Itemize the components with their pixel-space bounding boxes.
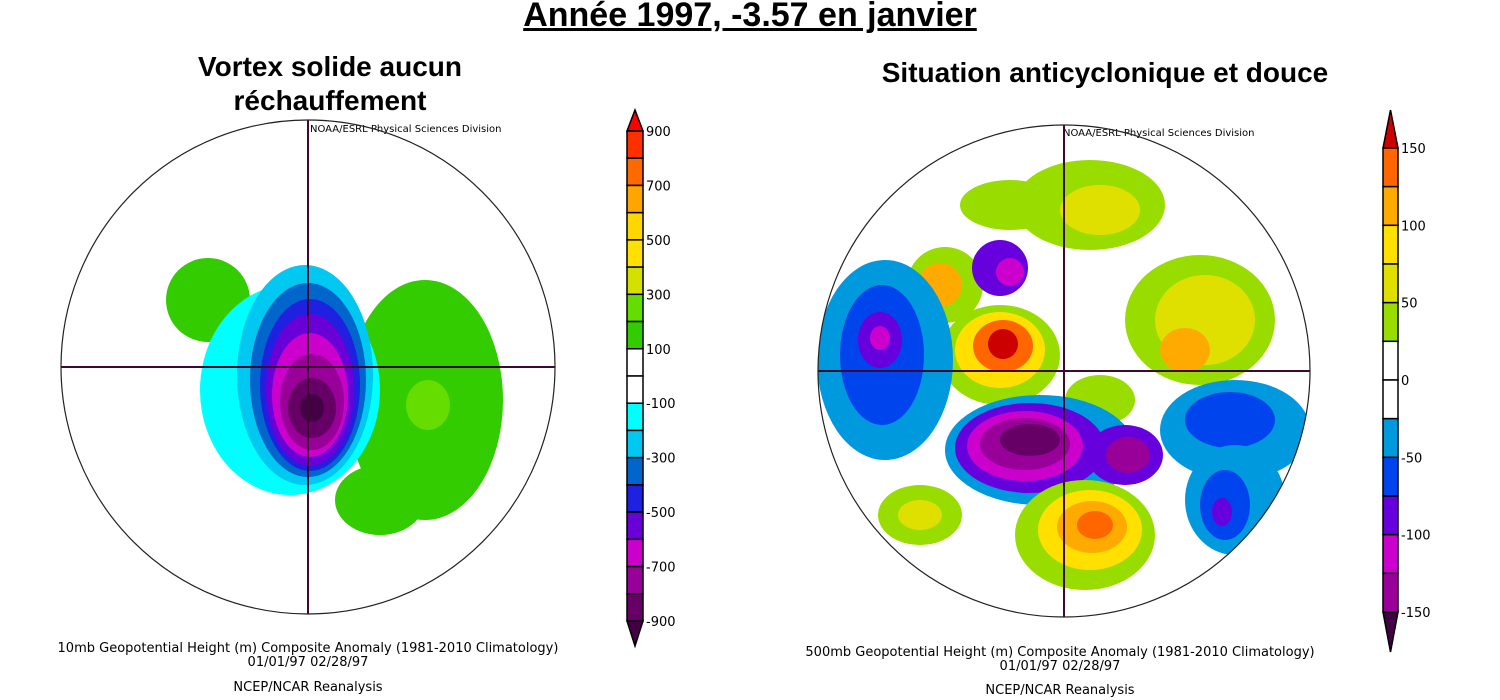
right-map-caption-3: NCEP/NCAR Reanalysis [985, 683, 1135, 698]
colorbar-segment [1382, 301, 1399, 343]
right-map-boundary [817, 124, 1311, 618]
anomaly-negative-region [300, 394, 324, 422]
anomaly-positive-region [1160, 328, 1210, 372]
anomaly-positive-region [898, 500, 942, 530]
left-map-boundary [60, 119, 556, 615]
colorbar-segment [626, 511, 644, 541]
colorbar-segment [626, 320, 644, 350]
right-map-heading: Situation anticyclonique et douce [881, 57, 1329, 88]
colorbar-tick-label: 150 [1401, 142, 1426, 157]
colorbar-tick-label: -500 [646, 506, 676, 521]
anomaly-negative-region [870, 326, 890, 350]
anomaly-negative-region [1000, 424, 1060, 456]
right-map-credit: NOAA/ESRL Physical Sciences Division [1063, 128, 1255, 139]
colorbar-segment [1382, 340, 1399, 381]
colorbar-segment [626, 375, 644, 404]
page-title: Année 1997, -3.57 en janvier [523, 0, 977, 34]
colorbar-segment [1382, 379, 1399, 420]
anomaly-negative-region [996, 258, 1024, 286]
anomaly-positive-region [1077, 511, 1113, 539]
colorbar-tick-label: -100 [646, 397, 676, 412]
colorbar-tick-label: 50 [1401, 297, 1418, 312]
colorbar-segment [626, 593, 644, 622]
right-polar-map [818, 125, 1310, 617]
colorbar-segment [1382, 417, 1399, 459]
colorbar-segment [626, 484, 644, 513]
colorbar-segment [1382, 147, 1399, 188]
colorbar-tick-label: -700 [646, 561, 676, 576]
left-colorbar: 900 700 500 300 100 -100 -300 -500 -700 -900 [625, 107, 676, 649]
colorbar-tick-label: 900 [646, 125, 671, 140]
colorbar-tick-label: 100 [646, 343, 671, 358]
anomaly-negative-region [1212, 498, 1232, 526]
colorbar-segment [626, 239, 644, 268]
colorbar-tick-label: 300 [646, 288, 671, 303]
colorbar-segment [626, 130, 644, 159]
colorbar-segment [626, 211, 644, 241]
anomaly-negative-region [1185, 392, 1275, 448]
colorbar-segment [626, 429, 644, 459]
colorbar-segment [1382, 533, 1399, 575]
colorbar-tick-label: -150 [1401, 606, 1431, 621]
colorbar-tick-label: -300 [646, 452, 676, 467]
right-map-caption-2: 01/01/97 02/28/97 [999, 659, 1121, 674]
colorbar-segment [626, 538, 644, 568]
left-polar-map [61, 120, 555, 614]
colorbar-tick-label: -100 [1401, 529, 1431, 544]
left-map-heading: Vortex solide aucun réchauffement [198, 51, 462, 116]
colorbar-segment [626, 348, 644, 377]
colorbar-segment [626, 266, 644, 296]
colorbar-tick-label: 700 [646, 179, 671, 194]
right-colorbar: 150 100 50 0 -50 -100 -150 [1382, 109, 1431, 653]
colorbar-segment [626, 184, 644, 214]
colorbar-segment [1382, 495, 1399, 536]
left-map-credit: NOAA/ESRL Physical Sciences Division [310, 124, 502, 135]
colorbar-segment [626, 402, 644, 432]
colorbar-arrow-bottom [1382, 611, 1399, 653]
colorbar-segment [1382, 224, 1399, 265]
colorbar-segment [626, 565, 644, 595]
colorbar-tick-label: 100 [1401, 219, 1426, 234]
anomaly-positive-region [406, 380, 450, 430]
anomaly-positive-region [988, 329, 1018, 359]
colorbar-segment [626, 157, 644, 187]
left-map-caption-2: 01/01/97 02/28/97 [247, 655, 369, 670]
colorbar-arrow-top [625, 107, 645, 132]
anomaly-positive-region [335, 465, 425, 535]
colorbar-segment [1382, 572, 1399, 613]
colorbar-tick-label: -50 [1401, 451, 1422, 466]
left-map-caption-3: NCEP/NCAR Reanalysis [233, 680, 383, 695]
anomaly-positive-region [1060, 185, 1140, 235]
colorbar-tick-label: -900 [646, 615, 676, 630]
colorbar-segment [1382, 263, 1399, 304]
colorbar-tick-label: 0 [1401, 374, 1409, 389]
colorbar-tick-label: 500 [646, 234, 671, 249]
colorbar-segment [1382, 185, 1399, 227]
colorbar-segment [1382, 456, 1399, 497]
colorbar-segment [626, 293, 644, 323]
colorbar-arrow-bottom [625, 620, 645, 649]
anomaly-positive-region [960, 180, 1060, 230]
colorbar-segment [626, 456, 644, 486]
right-map-caption-1: 500mb Geopotential Height (m) Composite … [805, 645, 1315, 660]
left-map-caption-1: 10mb Geopotential Height (m) Composite A… [57, 641, 559, 656]
colorbar-arrow-top [1382, 109, 1399, 149]
anomaly-negative-region [1106, 437, 1150, 473]
